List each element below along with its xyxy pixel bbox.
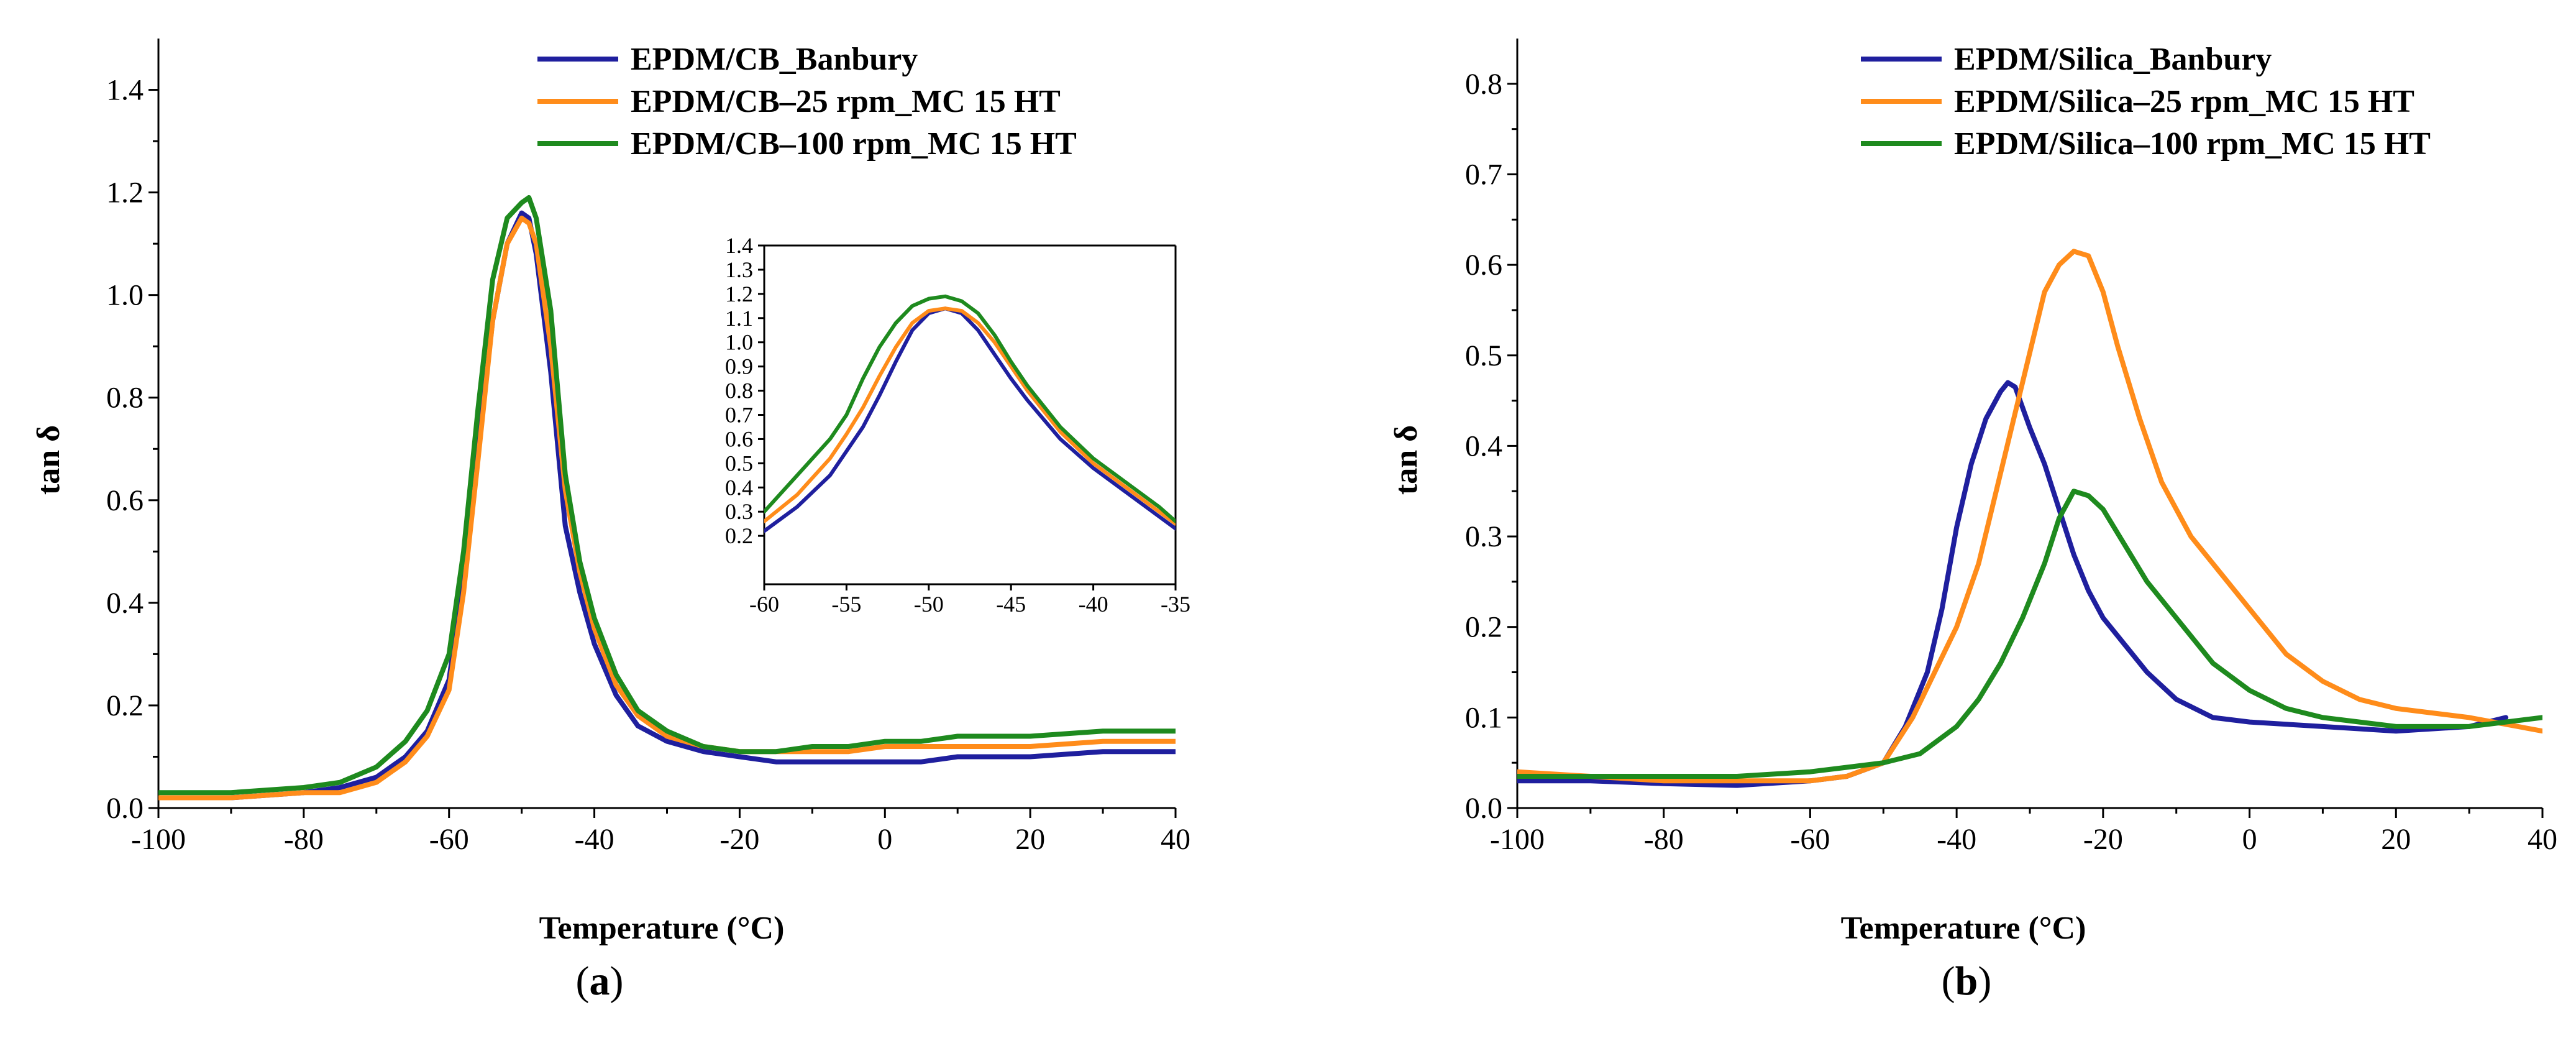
panel-a-inset-series-1-line bbox=[764, 306, 1176, 533]
panel-a-inset-y-tick-label: 1.2 bbox=[725, 282, 753, 306]
panel-a-inset-x-tick-label: -45 bbox=[996, 592, 1026, 617]
panel-a-inset-x-tick-label: -55 bbox=[831, 592, 861, 617]
panel-a-series-3-line bbox=[158, 195, 1176, 796]
panel-a-y-tick-label: 0.6 bbox=[106, 484, 144, 517]
panel-a-inset-y-tick-label: 1.1 bbox=[725, 306, 753, 331]
panel-a-inset-y-tick-label: 1.3 bbox=[725, 257, 753, 282]
panel-a-y-tick-label: 1.2 bbox=[106, 177, 144, 209]
panel-a-series-1-line bbox=[158, 210, 1176, 801]
panel-a-x-tick-label: -40 bbox=[575, 823, 614, 856]
panel-b-x-tick-label: -60 bbox=[1790, 823, 1830, 856]
panel-a-x-tick-label: -80 bbox=[284, 823, 324, 856]
panel-b-x-tick-label: -40 bbox=[1937, 823, 1976, 856]
panel-b-y-tick-label: 0.6 bbox=[1465, 249, 1502, 282]
panel-a-inset-y-tick-label: 0.4 bbox=[725, 475, 753, 500]
panel-a-x-tick-label: 20 bbox=[1015, 823, 1045, 856]
panel-a-y-tick-label: 1.0 bbox=[106, 279, 144, 312]
panel-a-inset-series-3-line bbox=[764, 294, 1176, 523]
panel-a-y-tick-label: 0.0 bbox=[106, 792, 144, 825]
panel-a-label: (a) bbox=[576, 958, 624, 1004]
panel-a-legend-label-2: EPDM/CB–25 rpm_MC 15 HT bbox=[631, 84, 1061, 119]
panel-a-legend-label-3: EPDM/CB–100 rpm_MC 15 HT bbox=[631, 126, 1077, 162]
panel-b-y-tick-label: 0.1 bbox=[1465, 701, 1502, 734]
panel-a-x-tick-label: -60 bbox=[429, 823, 469, 856]
panel-a-inset-x-tick-label: -40 bbox=[1079, 592, 1108, 617]
panel-a-y-axis-title: tan δ bbox=[31, 425, 66, 495]
panel-a-inset-y-tick-label: 0.8 bbox=[725, 379, 753, 403]
panel-b-y-tick-label: 0.3 bbox=[1465, 520, 1502, 553]
panel-a-x-tick-label: 40 bbox=[1161, 823, 1190, 856]
panel-a-x-tick-label: -20 bbox=[719, 823, 759, 856]
panel-b-y-tick-label: 0.4 bbox=[1465, 429, 1502, 462]
panel-a-series-2-line bbox=[158, 215, 1176, 801]
panel-b-x-tick-label: -80 bbox=[1644, 823, 1684, 856]
panel-a-y-tick-label: 0.2 bbox=[106, 689, 144, 722]
panel-a-inset-y-tick-label: 0.5 bbox=[725, 451, 753, 475]
panel-b-legend-label-1: EPDM/Silica_Banbury bbox=[1954, 42, 2272, 77]
panel-b-x-axis-title: Temperature (°C) bbox=[1841, 911, 2086, 946]
panel-b-x-tick-label: 20 bbox=[2381, 823, 2411, 856]
panel-a-inset-x-tick-label: -50 bbox=[914, 592, 944, 617]
panel-b-y-tick-label: 0.5 bbox=[1465, 339, 1502, 372]
panel-b-y-tick-label: 0.7 bbox=[1465, 158, 1502, 191]
panel-a-inset-y-tick-label: 0.2 bbox=[725, 523, 753, 548]
panel-b-y-tick-label: 0.2 bbox=[1465, 611, 1502, 644]
panel-b-y-axis-title: tan δ bbox=[1389, 425, 1424, 495]
panel-a-y-tick-label: 0.8 bbox=[106, 382, 144, 415]
panel-a-x-axis-title: Temperature (°C) bbox=[539, 911, 785, 946]
panel-a-x-tick-label: -100 bbox=[131, 823, 186, 856]
panel-b-series-2-line bbox=[1517, 249, 2542, 784]
panel-b-x-tick-label: -20 bbox=[2083, 823, 2123, 856]
panel-a-inset-y-tick-label: 0.6 bbox=[725, 426, 753, 451]
panel-b-label: (b) bbox=[1942, 958, 1992, 1004]
panel-a-legend-label-1: EPDM/CB_Banbury bbox=[631, 42, 918, 77]
panel-a-x-tick-label: 0 bbox=[877, 823, 892, 856]
panel-a-y-tick-label: 0.4 bbox=[106, 587, 144, 620]
panel-a-y-tick-label: 1.4 bbox=[106, 74, 144, 107]
panel-a-inset-y-tick-label: 0.3 bbox=[725, 499, 753, 524]
panel-b-chart: tan δ Temperature (°C) (b) -100 -80 -60 -40… bbox=[1389, 39, 2557, 1004]
panel-a-inset-x-tick-label: -35 bbox=[1161, 592, 1190, 617]
panel-b-y-tick-label: 0.8 bbox=[1465, 68, 1502, 101]
panel-b-y-tick-label: 0.0 bbox=[1465, 792, 1502, 825]
panel-a-inset-x-tick-label: -60 bbox=[749, 592, 779, 617]
panel-b-legend-label-3: EPDM/Silica–100 rpm_MC 15 HT bbox=[1954, 126, 2431, 162]
panel-b-series-3-line bbox=[1517, 489, 2542, 779]
panel-b-x-tick-label: 40 bbox=[2528, 823, 2557, 856]
panel-b-x-tick-label: -100 bbox=[1490, 823, 1545, 856]
panel-b-x-tick-label: 0 bbox=[2242, 823, 2257, 856]
panel-a-chart: tan δ Temperature (°C) (a) -100 -80 -60 -40… bbox=[31, 39, 1190, 1004]
panel-a-inset-series-2-line bbox=[764, 306, 1176, 526]
panel-b-legend-label-2: EPDM/Silica–25 rpm_MC 15 HT bbox=[1954, 84, 2414, 119]
panel-a-inset-y-tick-label: 1.4 bbox=[725, 233, 753, 258]
panel-a-inset-y-tick-label: 1.0 bbox=[725, 330, 753, 355]
panel-a-inset-y-tick-label: 0.9 bbox=[725, 354, 753, 379]
panel-a-inset-y-tick-label: 0.7 bbox=[725, 403, 753, 428]
panel-b-series-1-line bbox=[1517, 380, 2509, 788]
